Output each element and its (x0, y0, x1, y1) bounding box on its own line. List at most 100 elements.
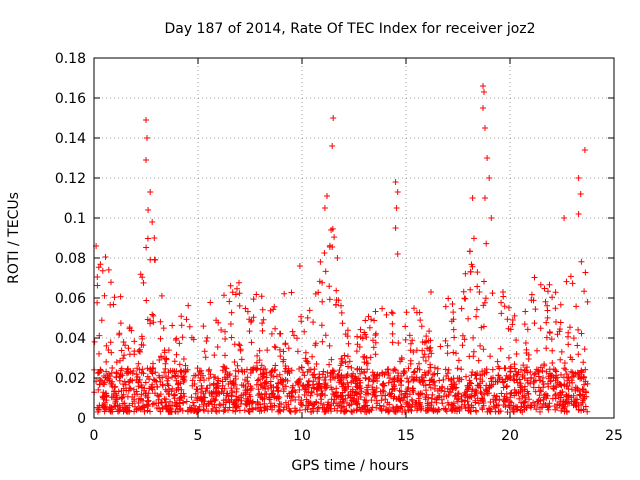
data-point (424, 400, 431, 407)
data-point (143, 157, 149, 163)
data-point (309, 353, 316, 360)
data-point (498, 299, 505, 306)
data-point (480, 83, 486, 89)
data-point (390, 367, 397, 374)
data-point (358, 388, 365, 395)
data-point (320, 368, 327, 375)
data-point (127, 385, 134, 392)
data-point (196, 403, 203, 410)
data-point (431, 371, 438, 377)
data-point (398, 388, 405, 395)
data-point (288, 289, 295, 296)
data-point (486, 175, 493, 181)
data-point (474, 395, 481, 402)
data-point (147, 189, 154, 195)
data-point (558, 371, 564, 378)
data-point (392, 179, 399, 185)
data-point (284, 377, 291, 384)
data-point (532, 306, 539, 313)
data-point (364, 366, 371, 373)
data-point (445, 295, 452, 302)
data-point (223, 365, 230, 372)
data-point (322, 374, 329, 381)
data-point (382, 407, 389, 414)
data-point (165, 391, 172, 397)
data-point (408, 407, 415, 414)
data-point (416, 360, 422, 367)
data-point (452, 392, 459, 399)
data-point (493, 401, 500, 408)
data-point (124, 370, 131, 377)
data-point (405, 379, 412, 385)
data-point (232, 408, 239, 415)
data-point (230, 380, 237, 387)
data-point (361, 329, 368, 336)
data-point (513, 403, 519, 410)
data-point (312, 342, 319, 349)
data-point (259, 306, 266, 313)
data-point (282, 363, 289, 369)
data-point (534, 401, 541, 407)
data-point (138, 396, 144, 403)
data-point (261, 380, 268, 387)
data-point (118, 347, 125, 354)
data-point (287, 397, 294, 404)
y-tick-label: 0 (77, 411, 86, 427)
data-point (557, 356, 564, 363)
data-point (544, 404, 551, 411)
x-axis-label: GPS time / hours (291, 458, 408, 474)
data-point (244, 308, 251, 315)
data-point (140, 279, 147, 286)
data-point (232, 401, 239, 407)
data-point (119, 394, 126, 400)
data-point (282, 340, 289, 347)
data-point (366, 324, 373, 331)
data-point (175, 380, 182, 387)
data-point (329, 386, 335, 393)
data-point (372, 308, 379, 315)
data-point (450, 326, 457, 333)
data-point (247, 319, 254, 325)
data-point (255, 386, 262, 393)
data-point (176, 397, 183, 404)
data-point (213, 408, 220, 415)
data-point (149, 219, 156, 225)
data-point (311, 366, 318, 373)
data-point (563, 407, 570, 414)
data-point (298, 364, 305, 371)
data-point (442, 337, 449, 344)
data-point (301, 372, 308, 379)
data-point (163, 356, 170, 363)
data-point (190, 399, 196, 406)
data-point (450, 349, 457, 356)
data-point (569, 280, 576, 287)
data-point (507, 375, 514, 381)
data-point (246, 405, 253, 412)
data-point (362, 317, 369, 324)
data-point (236, 342, 243, 349)
data-point (459, 398, 466, 405)
data-point (321, 408, 328, 415)
data-point (521, 321, 528, 328)
data-point (531, 402, 538, 409)
data-point (424, 406, 431, 413)
data-point (272, 362, 279, 369)
data-point (162, 403, 169, 410)
data-point (113, 359, 120, 366)
data-point (425, 394, 432, 401)
data-point (296, 366, 303, 372)
data-point (462, 270, 469, 277)
data-point (322, 380, 329, 387)
data-point (171, 358, 178, 365)
data-point (117, 371, 124, 378)
data-point (568, 386, 575, 393)
data-point (374, 400, 381, 407)
data-point (557, 301, 564, 308)
data-point (514, 404, 521, 411)
data-point (480, 323, 487, 330)
data-point (182, 362, 189, 369)
data-point (573, 403, 580, 410)
data-point (232, 291, 239, 298)
data-point (549, 294, 556, 301)
data-point (220, 408, 227, 415)
